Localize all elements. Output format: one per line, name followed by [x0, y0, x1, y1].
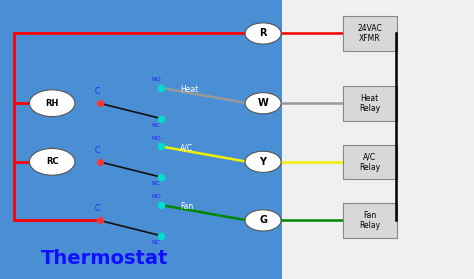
Text: RC: RC [46, 157, 58, 166]
Text: Heat: Heat [180, 85, 199, 94]
Text: Fan: Fan [180, 202, 193, 211]
FancyBboxPatch shape [0, 0, 282, 279]
Circle shape [29, 148, 75, 175]
Text: NC: NC [152, 181, 161, 186]
Text: NC: NC [152, 240, 161, 245]
Text: C: C [95, 205, 100, 213]
Circle shape [29, 90, 75, 117]
Circle shape [245, 210, 281, 231]
FancyBboxPatch shape [343, 145, 397, 179]
Text: C: C [95, 146, 100, 155]
Text: Thermostat: Thermostat [41, 249, 168, 268]
FancyBboxPatch shape [343, 16, 397, 51]
Circle shape [245, 93, 281, 114]
Text: RH: RH [46, 99, 59, 108]
Text: Y: Y [260, 157, 266, 167]
Circle shape [245, 23, 281, 44]
Circle shape [245, 151, 281, 172]
FancyBboxPatch shape [343, 86, 397, 121]
Text: Fan
Relay: Fan Relay [359, 211, 380, 230]
Text: NO: NO [152, 77, 162, 82]
Text: Heat
Relay: Heat Relay [359, 93, 380, 113]
Text: C: C [95, 87, 100, 96]
Text: NO: NO [152, 194, 162, 199]
Text: W: W [258, 98, 268, 108]
Text: G: G [259, 215, 267, 225]
Text: A/C: A/C [180, 143, 193, 152]
Text: NC: NC [152, 123, 161, 128]
FancyBboxPatch shape [343, 203, 397, 238]
Text: A/C
Relay: A/C Relay [359, 152, 380, 172]
Text: R: R [259, 28, 267, 39]
Text: NO: NO [152, 136, 162, 141]
Text: 24VAC
XFMR: 24VAC XFMR [357, 24, 382, 43]
